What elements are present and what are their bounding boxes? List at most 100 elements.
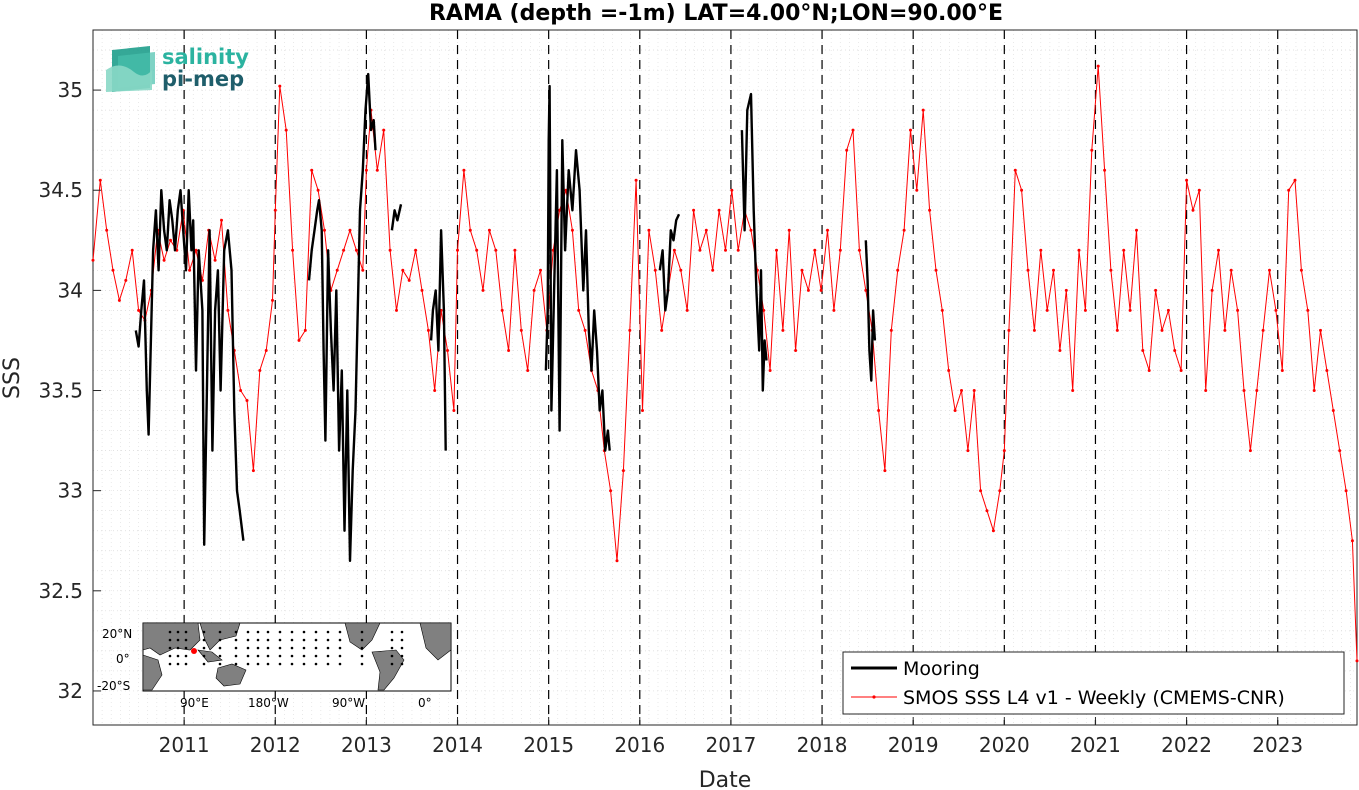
buoy-dot [314,662,318,666]
buoy-dot [168,654,172,658]
data-point-smos [462,168,466,172]
data-point-smos [1013,168,1017,172]
data-point-smos [985,509,989,513]
data-point-smos [647,228,651,232]
series-line-mooring [307,72,377,562]
data-point-smos [762,308,766,312]
data-point-smos [749,228,753,232]
data-point-smos [1179,369,1183,372]
data-point-smos [1122,248,1126,252]
data-point-smos [433,389,437,392]
series-line-mooring [658,213,681,312]
data-point-smos [468,228,472,232]
buoy-dot [326,630,330,634]
buoy-dot [290,662,294,666]
data-point-smos [169,238,172,242]
data-point-smos [1255,389,1259,392]
buoy-dot [400,646,404,650]
data-point-smos [354,248,358,252]
data-point-smos [226,308,230,312]
data-point-smos [558,208,562,212]
data-point-smos [947,369,951,372]
inset-map: 20°N 0° -20°S 90°E 180°W 90°W 0° [97,622,452,710]
data-point-smos [1135,228,1138,232]
data-point-smos [845,148,849,152]
data-point-smos [316,188,320,192]
buoy-dot [256,646,260,650]
data-point-smos [105,228,109,232]
data-point-smos [1115,328,1119,332]
y-tick-label: 33.5 [38,379,83,403]
buoy-dot [266,662,270,666]
data-point-smos [213,258,217,262]
data-point-smos [953,409,957,412]
data-point-smos [998,489,1002,493]
data-point-smos [1197,188,1201,192]
data-point-smos [342,248,346,252]
data-point-smos [698,248,702,252]
buoy-dot [360,630,364,634]
data-point-smos [310,168,314,172]
data-point-smos [1026,268,1030,272]
buoy-dot [326,638,330,642]
x-tick-label: 2013 [341,733,392,757]
buoy-dot [360,646,364,650]
data-point-smos [1141,349,1145,352]
data-point-smos [864,288,868,292]
buoy-dot [256,638,260,642]
data-point-smos [401,268,405,272]
buoy-dot [290,638,294,642]
data-point-smos [426,328,430,332]
series-line-mooring [390,204,403,231]
data-point-smos [940,308,944,312]
data-point-smos [1229,268,1233,272]
buoy-dot [246,654,250,658]
data-point-smos [1274,308,1278,312]
data-point-smos [1331,409,1335,412]
data-point-smos [979,489,983,493]
data-point-smos [960,389,963,392]
buoy-dot [314,638,318,642]
data-point-smos [348,228,352,232]
buoy-dot [326,654,330,658]
buoy-dot [202,638,206,642]
data-point-smos [1090,148,1094,152]
buoy-dot [338,638,342,642]
mooring-location-marker [191,648,197,654]
buoy-dot [218,638,222,642]
buoy-dot [184,638,188,642]
data-point-smos [162,258,166,262]
buoy-dot [168,646,172,650]
salinity-pimep-logo: salinity pi-mep [106,45,249,92]
data-point-smos [1173,349,1177,352]
buoy-dot [234,638,238,642]
buoy-dot [168,638,172,642]
series-line-mooring [429,229,447,451]
y-tick-label: 32 [58,679,83,703]
buoy-dot [302,662,306,666]
data-point-smos [1287,188,1291,192]
logo-text-pimep: pi-mep [162,67,244,91]
data-point-smos [915,188,919,192]
buoy-dot [176,654,180,658]
buoy-dot [400,662,404,666]
buoy-dot [278,654,282,658]
data-point-smos [857,248,861,252]
y-axis-ticks: 32 32.5 33 33.5 34 34.5 35 [38,78,101,703]
minor-grid [92,30,1357,725]
legend: Mooring SMOS SSS L4 v1 - Weekly (CMEMS-C… [842,651,1345,715]
buoy-dot [326,646,330,650]
data-point-smos [972,389,976,392]
data-point-smos [117,298,121,302]
data-point-smos [851,128,855,132]
buoy-dot [302,654,306,658]
data-point-smos [826,228,829,232]
series-line-mooring [864,240,877,382]
data-point-smos [1103,168,1107,172]
buoy-dot [168,662,172,666]
buoy-dot [338,662,342,666]
x-tick-label: 2023 [1252,733,1303,757]
buoy-dot [360,638,364,642]
buoy-dot [184,654,188,658]
data-point-smos [806,288,810,292]
